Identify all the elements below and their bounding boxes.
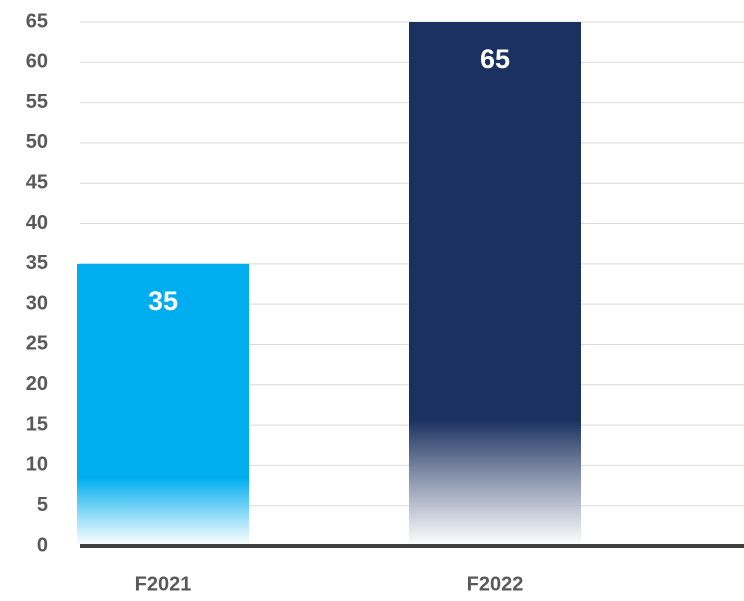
y-tick-label: 30 (26, 292, 48, 314)
y-tick-label: 5 (37, 494, 48, 516)
y-tick-label: 40 (26, 212, 48, 234)
value-label: 35 (148, 286, 178, 316)
bar (409, 22, 581, 546)
y-tick-label: 50 (26, 131, 48, 153)
y-tick-label: 55 (26, 91, 48, 113)
x-tick-label: F2022 (467, 573, 524, 595)
y-tick-label: 60 (26, 51, 48, 73)
y-tick-label: 25 (26, 333, 48, 355)
y-tick-label: 0 (37, 534, 48, 556)
x-tick-label: F2021 (135, 573, 192, 595)
y-tick-label: 35 (26, 252, 48, 274)
y-tick-label: 65 (26, 10, 48, 32)
bar (77, 263, 249, 546)
y-tick-label: 10 (26, 454, 48, 476)
y-tick-label: 20 (26, 373, 48, 395)
y-tick-label: 15 (26, 413, 48, 435)
y-tick-label: 45 (26, 172, 48, 194)
value-label: 65 (480, 44, 510, 74)
